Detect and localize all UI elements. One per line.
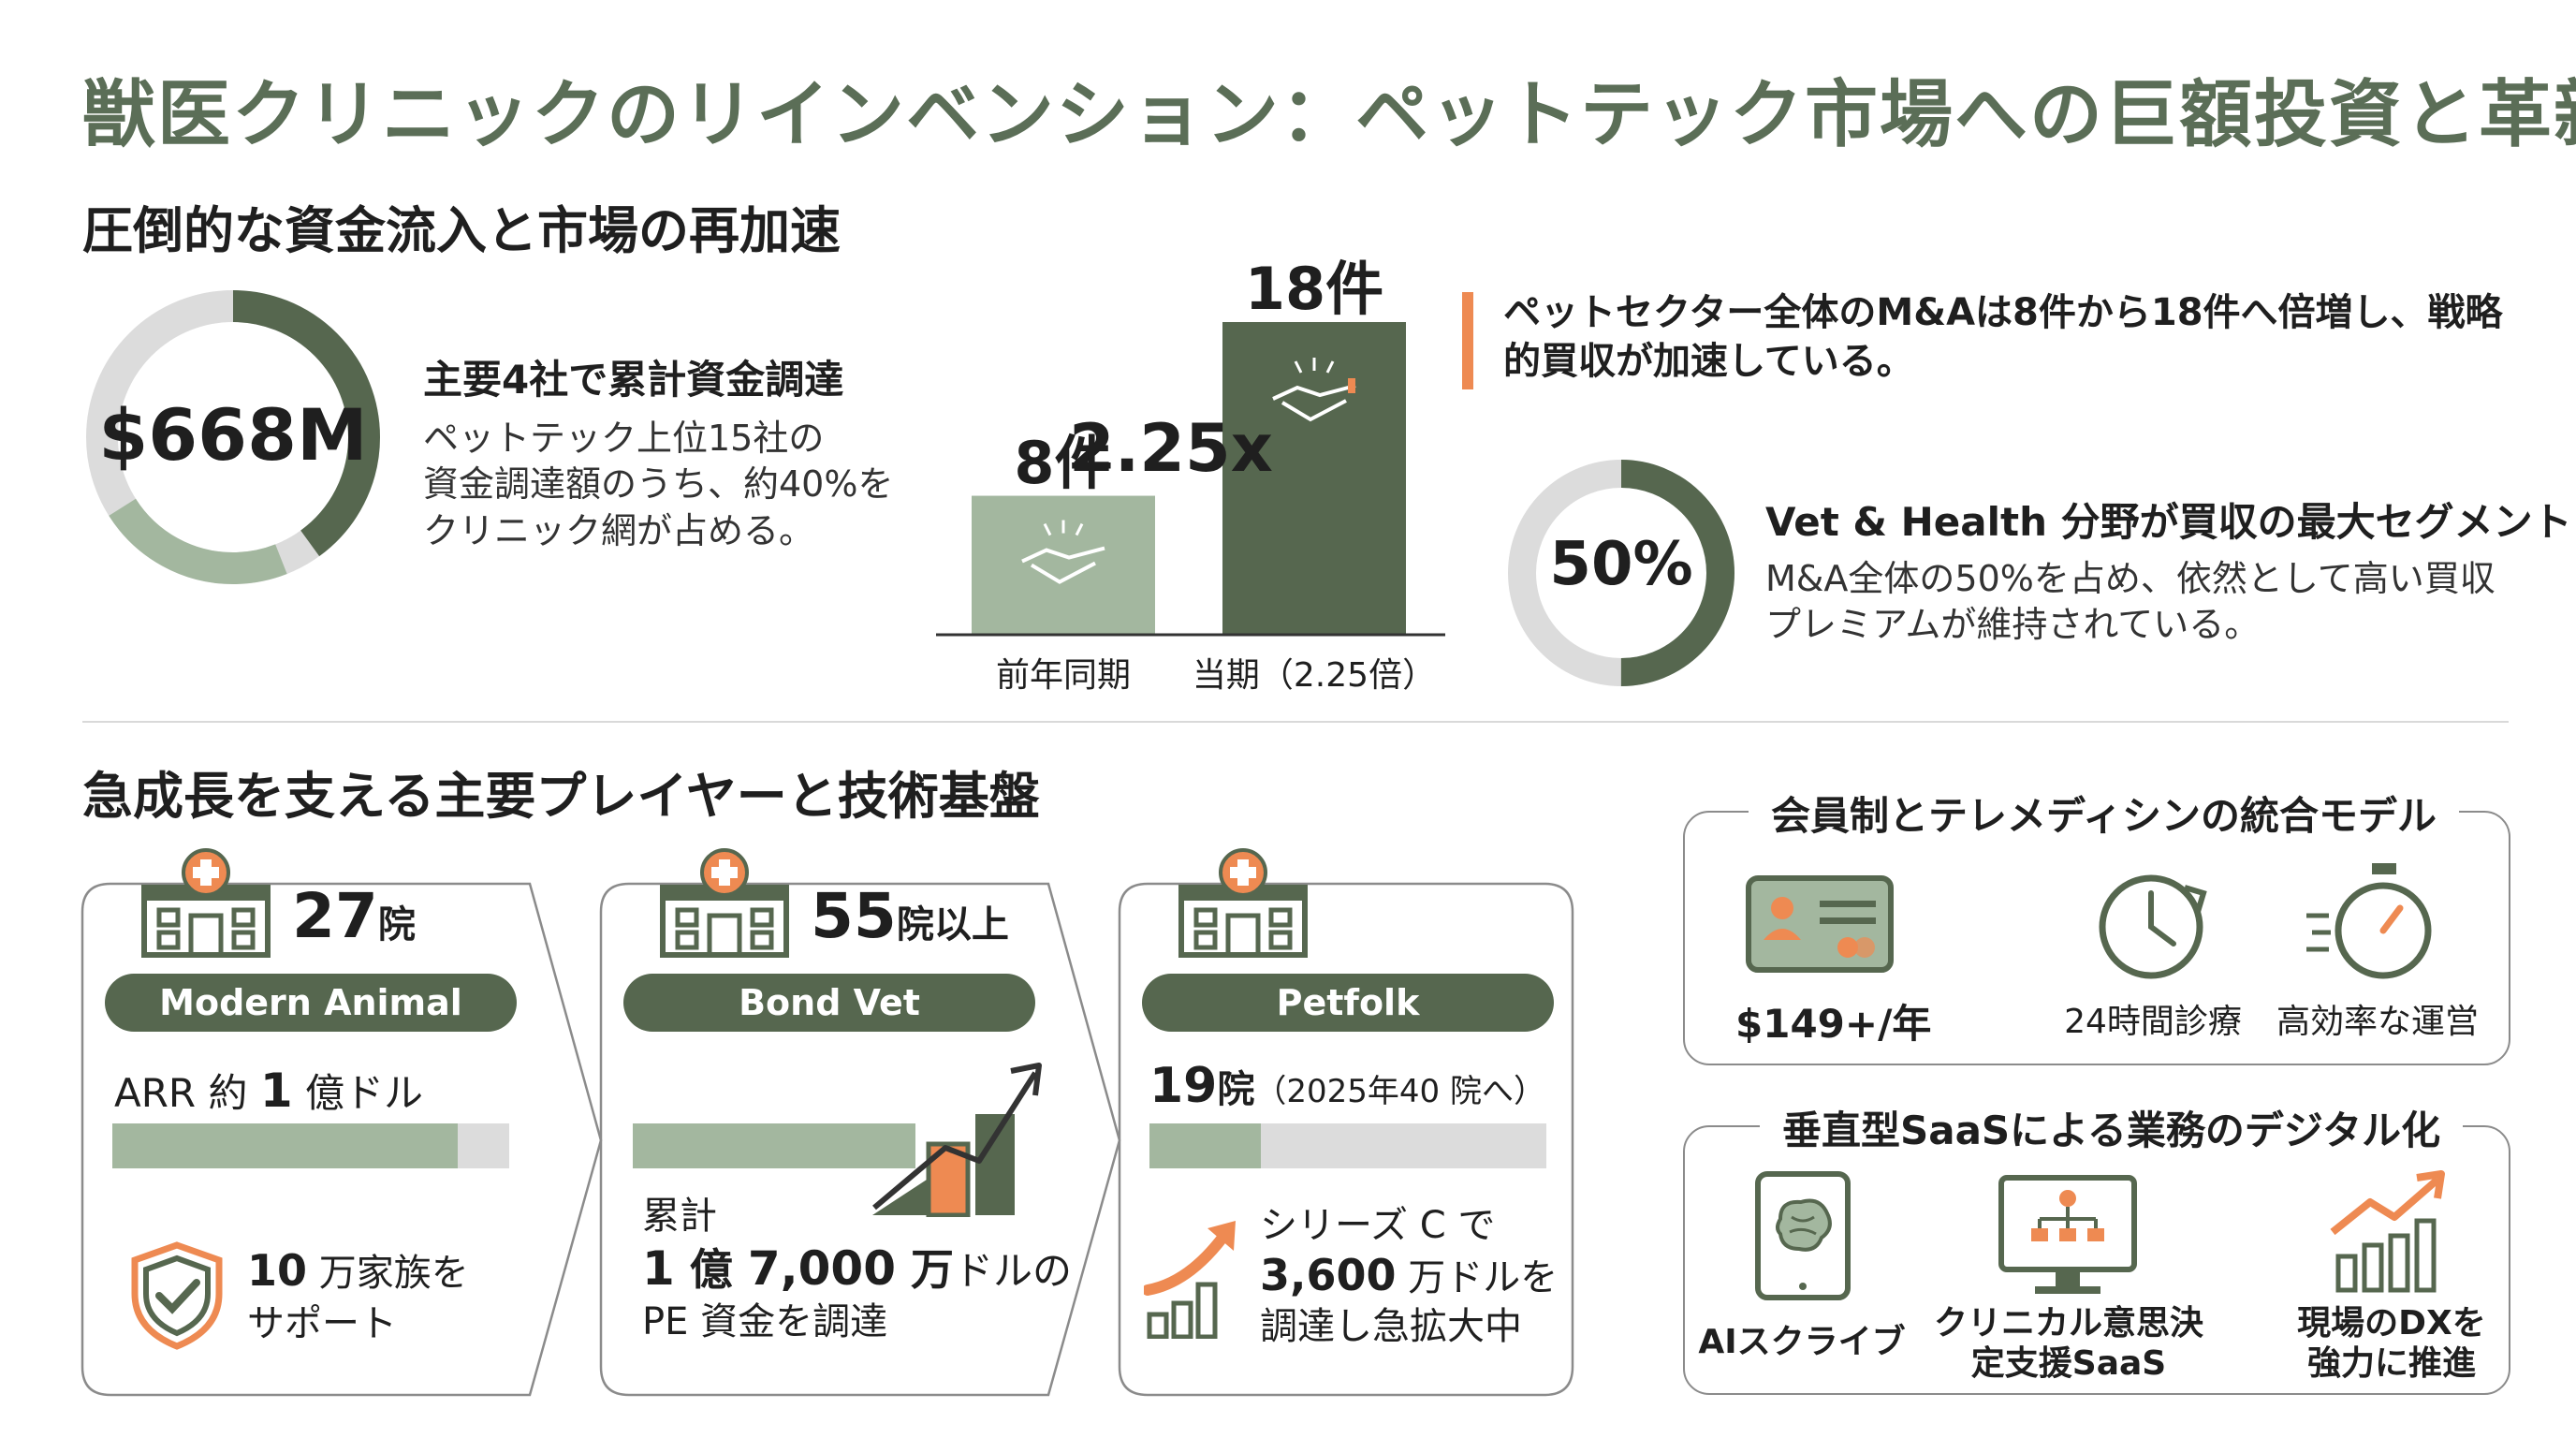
ma-bar-chart xyxy=(936,322,1445,637)
bond-vet-funding: 累計 1 億 7,000 万ドルの PE 資金を調達 xyxy=(642,1195,1073,1343)
decision-monitor-icon xyxy=(1998,1175,2137,1294)
funding-donut-share xyxy=(86,290,380,584)
funding-label: 主要4社で累計資金調達 xyxy=(423,357,844,403)
section-players-title: 急成長を支える主要プレイヤーと技術基盤 xyxy=(82,767,1040,826)
clinic-building-icon xyxy=(141,848,271,958)
bond-vet-clinic-count: 55院以上 xyxy=(811,880,1009,952)
vet-share-donut xyxy=(1508,460,1734,686)
ai-tablet-icon xyxy=(1755,1171,1851,1300)
membership-price: $149+/年 xyxy=(1735,1001,1932,1047)
growth-bars-arrow-icon xyxy=(872,1063,1042,1217)
efficient-ops-label: 高効率な運営 xyxy=(2276,1003,2479,1041)
saas-title: 垂直型SaaSによる業務のデジタル化 xyxy=(1760,1099,2464,1156)
clinic-building-icon xyxy=(1178,848,1308,958)
petfolk-name: Petfolk xyxy=(1142,974,1554,1032)
modern-animal-clinic-count: 27院 xyxy=(292,880,416,952)
handshake-icon xyxy=(1021,520,1105,584)
section-funding-title: 圧倒的な資金流入と市場の再加速 xyxy=(82,201,841,260)
ma-bar-label-1: 当期（2.25倍） xyxy=(1192,656,1437,695)
petfolk-progress xyxy=(1149,1123,1546,1168)
stopwatch-icon xyxy=(2306,863,2432,979)
funding-description: ペットテック上位15社の 資金調達額のうち、約40%を クリニック網が占める。 xyxy=(423,418,894,551)
ma-bar-value-0: 8件 xyxy=(1014,428,1113,497)
vet-share-segment xyxy=(1508,460,1734,686)
bond-vet-progress xyxy=(633,1123,1026,1168)
petfolk-clinic-count: 19院（2025年40 院へ） xyxy=(1149,1058,1545,1114)
vet-share-value: 50% xyxy=(1549,530,1693,599)
funding-donut xyxy=(86,290,380,584)
petfolk-funding: シリーズ C で 3,600 万ドルを 調達し急拡大中 xyxy=(1260,1204,1559,1348)
dx-label: 現場のDXを 強力に推進 xyxy=(2297,1304,2486,1384)
ma-bar-label-0: 前年同期 xyxy=(995,656,1131,695)
growth-chart-icon xyxy=(2330,1170,2445,1293)
growth-arrow-icon xyxy=(1144,1221,1236,1339)
clinical-decision-label: クリニカル意思決 定支援SaaS xyxy=(1933,1304,2203,1384)
telemed-24h-label: 24時間診療 xyxy=(2064,1003,2242,1041)
accent-bar xyxy=(1462,292,1473,389)
clock-icon xyxy=(2099,874,2207,979)
ma-multiplier: 2.25x xyxy=(1069,410,1273,487)
page-title: 獣医クリニックのリインベンション：ペットテック市場への巨額投資と革新 xyxy=(82,73,2576,157)
ai-scribe-label: AIスクライブ xyxy=(1698,1323,1906,1361)
vet-share-label: Vet & Health 分野が買収の最大セグメント xyxy=(1765,499,2572,545)
petfolk-progress-fill xyxy=(1149,1123,1261,1168)
ma-bar-value-1: 18件 xyxy=(1244,255,1384,323)
ma-bar-1 xyxy=(1222,322,1406,635)
modern-animal-name: Modern Animal xyxy=(105,974,517,1032)
modern-animal-progress xyxy=(112,1123,509,1168)
bond-vet-name: Bond Vet xyxy=(623,974,1035,1032)
modern-animal-families: 10 万家族を サポート xyxy=(247,1245,469,1345)
modern-animal-progress-fill xyxy=(112,1123,458,1168)
ma-note: ペットセクター全体のM&Aは8件から18件へ倍増し、戦略 的買収が加速している。 xyxy=(1503,291,2503,383)
member-card-icon xyxy=(1746,875,1894,973)
funding-total-value: $668M xyxy=(98,393,368,477)
ma-bar-0 xyxy=(972,495,1155,635)
section-divider xyxy=(82,721,2509,723)
handshake-icon xyxy=(1272,358,1356,422)
shield-check-icon xyxy=(131,1241,223,1350)
funding-donut-segment xyxy=(86,290,380,584)
membership-model-title: 会員制とテレメディシンの統合モデル xyxy=(1749,785,2460,842)
vet-share-description: M&A全体の50%を占め、依然として高い買収 プレミアムが維持されている。 xyxy=(1765,558,2496,646)
modern-animal-arr: ARR 約 1 億ドル xyxy=(114,1064,423,1118)
clinic-building-icon xyxy=(660,848,789,958)
bond-vet-progress-fill xyxy=(633,1123,916,1168)
